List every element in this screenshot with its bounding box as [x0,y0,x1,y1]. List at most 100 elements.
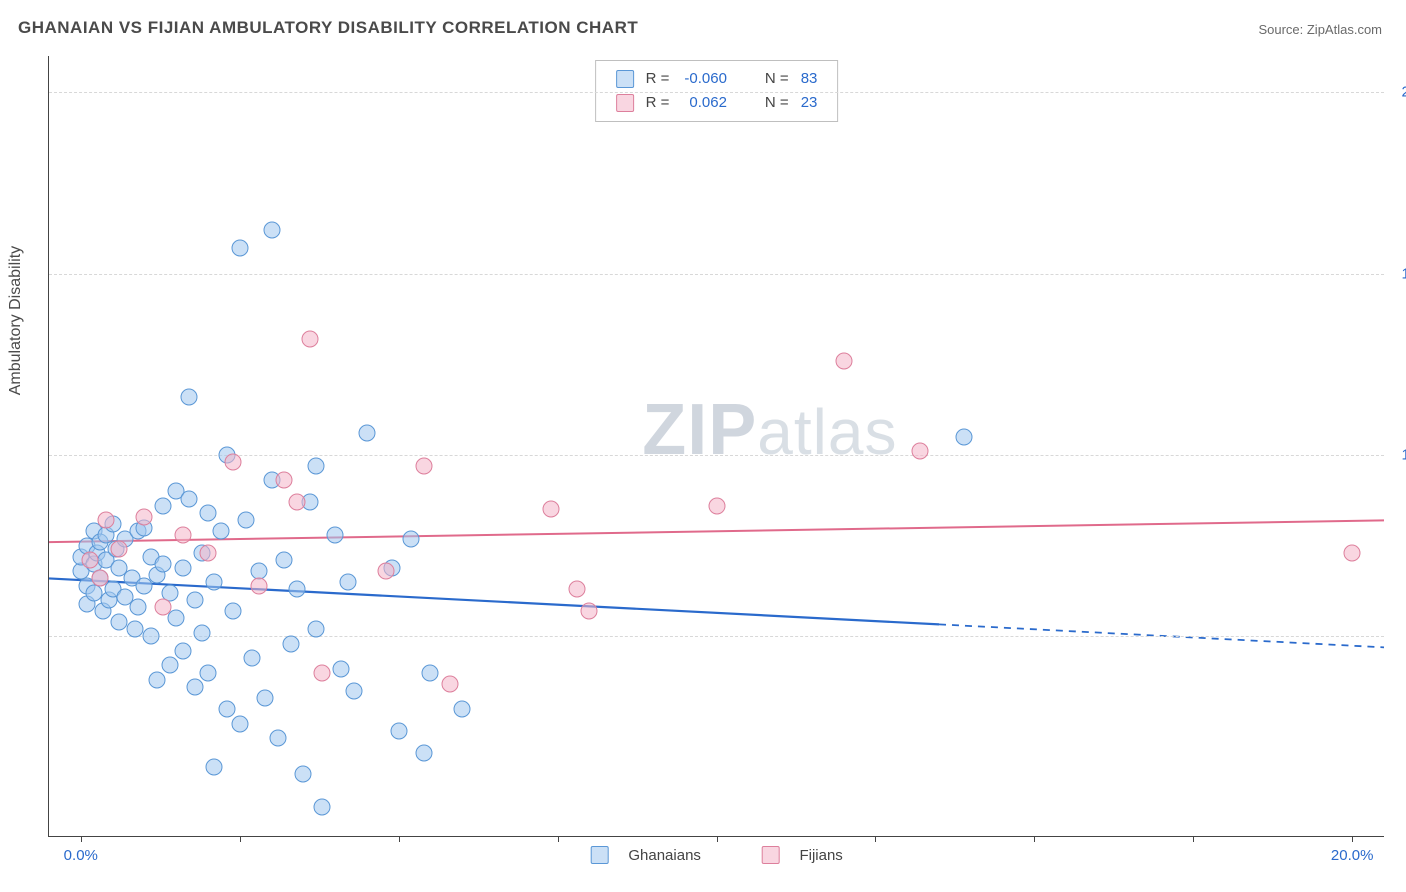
n-value-fijians: 23 [795,91,824,115]
point-ghanaians [276,552,293,569]
point-ghanaians [206,759,223,776]
point-ghanaians [269,730,286,747]
point-fijians [441,675,458,692]
point-ghanaians [199,664,216,681]
point-ghanaians [126,621,143,638]
watermark: ZIPatlas [642,389,897,471]
point-fijians [377,563,394,580]
legend-label-fijians: Fijians [799,847,842,864]
point-ghanaians [206,574,223,591]
point-fijians [91,570,108,587]
point-ghanaians [130,599,147,616]
point-fijians [82,552,99,569]
x-tick [558,836,559,842]
y-tick-label: 20.0% [1401,84,1406,101]
n-label: N = [759,91,795,115]
gridline [49,455,1384,456]
x-tick [1193,836,1194,842]
point-ghanaians [422,664,439,681]
point-ghanaians [327,526,344,543]
point-ghanaians [416,744,433,761]
point-fijians [416,457,433,474]
point-fijians [225,454,242,471]
legend-stats: R = -0.060 N = 83 R = 0.062 N = 23 [595,60,839,122]
point-fijians [276,472,293,489]
point-fijians [911,443,928,460]
point-fijians [250,577,267,594]
r-label: R = [640,67,676,91]
point-ghanaians [295,766,312,783]
point-ghanaians [155,555,172,572]
point-ghanaians [149,672,166,689]
point-fijians [288,494,305,511]
point-fijians [199,545,216,562]
gridline [49,636,1384,637]
point-ghanaians [257,690,274,707]
point-ghanaians [358,425,375,442]
r-value-ghanaians: -0.060 [675,67,733,91]
x-tick-label: 0.0% [64,847,98,864]
point-ghanaians [85,584,102,601]
y-tick-label: 15.0% [1401,265,1406,282]
point-ghanaians [161,657,178,674]
point-fijians [155,599,172,616]
point-ghanaians [174,559,191,576]
chart-title: GHANAIAN VS FIJIAN AMBULATORY DISABILITY… [18,18,638,38]
point-fijians [708,497,725,514]
point-ghanaians [308,457,325,474]
point-ghanaians [219,701,236,718]
watermark-bold: ZIP [642,390,757,470]
point-ghanaians [187,679,204,696]
point-ghanaians [231,240,248,257]
point-ghanaians [956,428,973,445]
point-ghanaians [339,574,356,591]
point-ghanaians [403,530,420,547]
point-fijians [835,352,852,369]
r-label: R = [640,91,676,115]
point-ghanaians [308,621,325,638]
point-ghanaians [244,650,261,667]
point-ghanaians [282,635,299,652]
point-fijians [174,526,191,543]
x-tick [1034,836,1035,842]
swatch-fijians [761,846,779,864]
x-tick [875,836,876,842]
x-tick [1352,836,1353,842]
point-fijians [98,512,115,529]
point-ghanaians [174,642,191,659]
gridline [49,274,1384,275]
point-ghanaians [346,682,363,699]
x-tick [399,836,400,842]
point-ghanaians [199,505,216,522]
x-tick [717,836,718,842]
point-ghanaians [333,661,350,678]
legend-series: Ghanaians Fijians [582,846,851,864]
point-ghanaians [187,592,204,609]
watermark-rest: atlas [757,396,897,468]
n-value-ghanaians: 83 [795,67,824,91]
n-label: N = [759,67,795,91]
legend-row-fijians: R = 0.062 N = 23 [610,91,824,115]
legend-row-ghanaians: R = -0.060 N = 83 [610,67,824,91]
point-ghanaians [314,798,331,815]
point-ghanaians [231,715,248,732]
point-ghanaians [110,613,127,630]
point-ghanaians [288,581,305,598]
point-ghanaians [454,701,471,718]
x-tick-label: 20.0% [1331,847,1374,864]
point-ghanaians [180,490,197,507]
swatch-ghanaians [590,846,608,864]
point-fijians [110,541,127,558]
y-axis-label: Ambulatory Disability [7,246,25,395]
x-tick [81,836,82,842]
swatch-ghanaians [616,70,634,88]
trend-lines [49,56,1384,836]
r-value-fijians: 0.062 [675,91,733,115]
point-ghanaians [225,603,242,620]
point-fijians [136,508,153,525]
gridline [49,92,1384,93]
point-ghanaians [263,222,280,239]
point-ghanaians [155,497,172,514]
point-fijians [581,603,598,620]
x-tick [240,836,241,842]
